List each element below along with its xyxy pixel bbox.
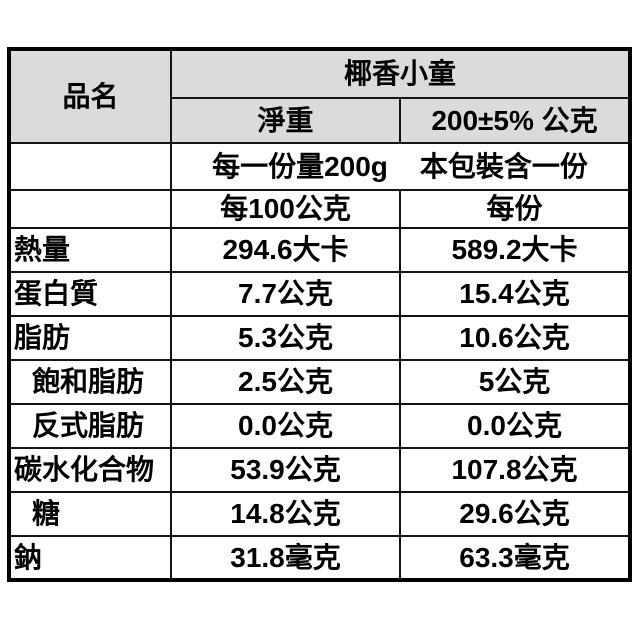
table-row: 糖 14.8公克 29.6公克 <box>8 491 632 537</box>
table-row: 飽和脂肪 2.5公克 5公克 <box>8 359 632 405</box>
per-serving-value-cell: 107.8公克 <box>398 447 632 493</box>
nutrient-label-cell: 反式脂肪 <box>8 403 172 449</box>
nutrient-label-cell: 糖 <box>8 491 172 537</box>
per-100g-value-cell: 7.7公克 <box>170 271 401 317</box>
empty-cell <box>8 189 172 229</box>
per-100g-value-cell: 2.5公克 <box>170 359 401 405</box>
table-row-serving-info: 每一份量200g 本包裝含一份 <box>8 142 632 191</box>
table-row: 脂肪 5.3公克 10.6公克 <box>8 315 632 361</box>
package-contains-text: 本包裝含一份 <box>419 150 588 182</box>
per-100g-value-cell: 53.9公克 <box>170 447 401 493</box>
table-row: 熱量 294.6大卡 589.2大卡 <box>8 227 632 273</box>
empty-cell <box>8 142 172 191</box>
table-row-product: 品名 椰香小童 <box>8 48 632 144</box>
table-row-column-headers: 每100公克 每份 <box>8 189 632 229</box>
per-serving-value-cell: 0.0公克 <box>398 403 632 449</box>
nutrient-label-cell: 蛋白質 <box>8 271 172 317</box>
net-weight-label-cell: 淨重 <box>170 97 401 144</box>
nutrition-table: 品名 椰香小童 淨重 200±5% 公克 每一份量200g 本包裝含一份 每100… <box>7 47 633 582</box>
serving-size-text: 每一份量200g <box>212 150 388 182</box>
per-100g-value-cell: 5.3公克 <box>170 315 401 361</box>
per-100g-value-cell: 294.6大卡 <box>170 227 401 273</box>
per-serving-header-cell: 每份 <box>398 189 632 229</box>
table-row: 蛋白質 7.7公克 15.4公克 <box>8 271 632 317</box>
serving-info-cell: 每一份量200g 本包裝含一份 <box>169 142 632 191</box>
table-row: 碳水化合物 53.9公克 107.8公克 <box>8 447 632 493</box>
nutrient-label-cell: 碳水化合物 <box>8 447 172 493</box>
nutrient-label-cell: 飽和脂肪 <box>8 359 172 405</box>
per-serving-value-cell: 589.2大卡 <box>398 227 632 273</box>
per-100g-value-cell: 0.0公克 <box>170 403 401 449</box>
table-row-net-weight: 淨重 200±5% 公克 <box>9 97 632 144</box>
per-100g-header-cell: 每100公克 <box>170 189 401 229</box>
net-weight-value-cell: 200±5% 公克 <box>398 97 632 144</box>
product-name-cell: 椰香小童 <box>169 48 632 99</box>
product-label-cell: 品名 <box>8 48 172 144</box>
table-row: 鈉 31.8毫克 63.3毫克 <box>8 535 632 581</box>
per-serving-value-cell: 63.3毫克 <box>398 535 632 581</box>
per-100g-value-cell: 14.8公克 <box>170 491 401 537</box>
per-100g-value-cell: 31.8毫克 <box>170 535 401 581</box>
nutrient-label-cell: 脂肪 <box>8 315 172 361</box>
table-row: 反式脂肪 0.0公克 0.0公克 <box>8 403 632 449</box>
nutrient-label-cell: 鈉 <box>8 535 172 581</box>
per-serving-value-cell: 10.6公克 <box>398 315 632 361</box>
per-serving-value-cell: 5公克 <box>398 359 632 405</box>
per-serving-value-cell: 15.4公克 <box>398 271 632 317</box>
per-serving-value-cell: 29.6公克 <box>398 491 632 537</box>
nutrient-label-cell: 熱量 <box>8 227 172 273</box>
